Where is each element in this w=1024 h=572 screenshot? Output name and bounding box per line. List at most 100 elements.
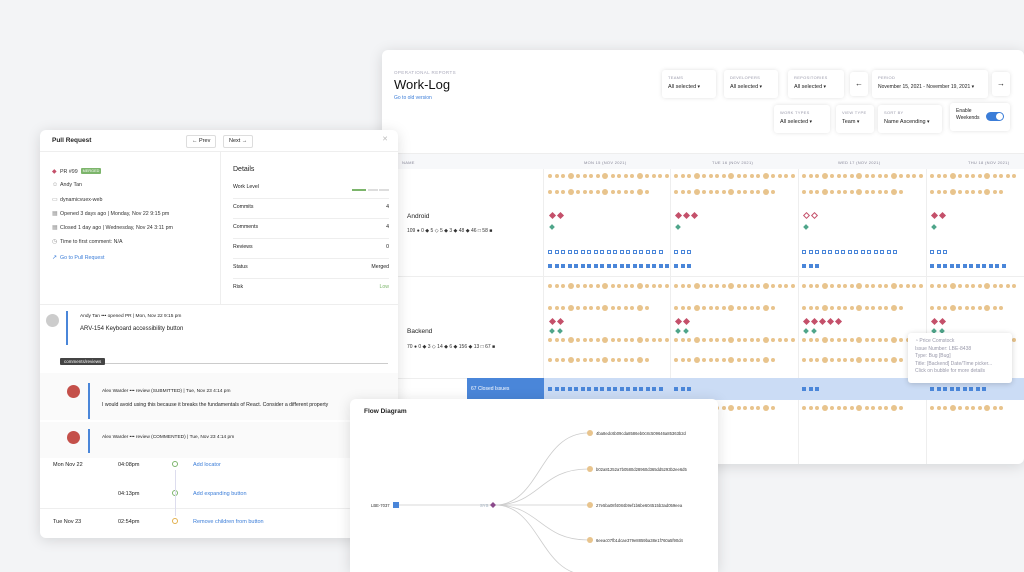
- activity-bubble[interactable]: [808, 358, 813, 362]
- activity-bubble[interactable]: [912, 174, 916, 178]
- goto-pr-link[interactable]: ↗ Go to Pull Request: [52, 254, 104, 261]
- activity-bubble[interactable]: [843, 174, 847, 178]
- activity-bubble[interactable]: [992, 174, 997, 178]
- activity-bubble[interactable]: [815, 338, 819, 342]
- activity-bubble[interactable]: [630, 338, 634, 342]
- activity-square[interactable]: [943, 387, 947, 391]
- timeline-action-link[interactable]: Remove children from button: [193, 519, 264, 525]
- activity-bubble[interactable]: [645, 174, 649, 178]
- activity-bubble[interactable]: [680, 190, 685, 194]
- activity-square[interactable]: [674, 264, 678, 268]
- activity-bubble[interactable]: [992, 306, 997, 310]
- activity-bubble[interactable]: [762, 305, 769, 311]
- activity-bubble[interactable]: [1012, 174, 1016, 178]
- activity-bubble[interactable]: [830, 284, 834, 288]
- activity-bubble[interactable]: [984, 283, 990, 289]
- activity-bubble[interactable]: [708, 284, 713, 288]
- activity-square-outline[interactable]: [652, 250, 656, 254]
- activity-square[interactable]: [975, 387, 980, 391]
- activity-bubble[interactable]: [856, 283, 862, 289]
- activity-bubble[interactable]: [602, 189, 608, 195]
- activity-square[interactable]: [652, 387, 656, 391]
- activity-bubble[interactable]: [721, 406, 726, 410]
- activity-bubble[interactable]: [1012, 284, 1016, 288]
- activity-bubble[interactable]: [561, 358, 565, 362]
- activity-bubble[interactable]: [589, 306, 593, 310]
- activity-bubble[interactable]: [645, 338, 649, 342]
- activity-bubble[interactable]: [743, 174, 747, 178]
- activity-bubble[interactable]: [702, 190, 706, 194]
- activity-bubble[interactable]: [884, 306, 888, 310]
- activity-bubble[interactable]: [554, 358, 559, 362]
- activity-bubble[interactable]: [721, 190, 726, 194]
- activity-bubble[interactable]: [899, 174, 903, 178]
- activity-bubble[interactable]: [964, 284, 969, 288]
- activity-bubble[interactable]: [561, 284, 565, 288]
- activity-bubble[interactable]: [674, 190, 678, 194]
- period-next-button[interactable]: →: [992, 72, 1010, 96]
- activity-bubble[interactable]: [977, 190, 982, 194]
- activity-bubble[interactable]: [856, 173, 862, 179]
- activity-square[interactable]: [626, 387, 630, 391]
- activity-bubble[interactable]: [949, 189, 956, 195]
- activity-square[interactable]: [962, 264, 967, 268]
- activity-bubble[interactable]: [651, 284, 656, 288]
- activity-bubble[interactable]: [871, 306, 875, 310]
- activity-bubble[interactable]: [617, 284, 621, 288]
- activity-bubble[interactable]: [992, 406, 997, 410]
- activity-square[interactable]: [930, 264, 934, 268]
- activity-bubble[interactable]: [877, 174, 882, 178]
- activity-bubble[interactable]: [708, 358, 713, 362]
- activity-bubble[interactable]: [595, 358, 600, 362]
- activity-bubble[interactable]: [576, 338, 580, 342]
- activity-bubble[interactable]: [790, 338, 795, 342]
- activity-bubble[interactable]: [623, 284, 628, 288]
- activity-bubble[interactable]: [802, 174, 806, 178]
- activity-bubble[interactable]: [964, 306, 969, 310]
- selected-row-label[interactable]: 67 Closed Issues: [467, 378, 544, 400]
- activity-bubble[interactable]: [830, 190, 834, 194]
- activity-bubble[interactable]: [630, 174, 634, 178]
- activity-bubble[interactable]: [871, 190, 875, 194]
- activity-bubble[interactable]: [576, 358, 580, 362]
- activity-bubble[interactable]: [728, 305, 734, 311]
- activity-square[interactable]: [956, 264, 960, 268]
- activity-bubble[interactable]: [602, 173, 608, 179]
- activity-bubble[interactable]: [708, 190, 713, 194]
- activity-bubble[interactable]: [610, 284, 615, 288]
- activity-bubble[interactable]: [943, 190, 947, 194]
- activity-bubble[interactable]: [884, 358, 888, 362]
- activity-bubble[interactable]: [890, 189, 897, 195]
- activity-bubble[interactable]: [830, 406, 834, 410]
- activity-bubble[interactable]: [856, 189, 862, 195]
- activity-square[interactable]: [632, 387, 637, 391]
- activity-square[interactable]: [687, 387, 691, 391]
- activity-bubble[interactable]: [771, 306, 775, 310]
- activity-bubble[interactable]: [602, 357, 608, 363]
- activity-bubble[interactable]: [610, 358, 615, 362]
- activity-bubble[interactable]: [554, 306, 559, 310]
- activity-square[interactable]: [639, 387, 643, 391]
- activity-bubble[interactable]: [743, 406, 747, 410]
- activity-square-outline[interactable]: [815, 250, 819, 254]
- activity-bubble[interactable]: [561, 306, 565, 310]
- activity-square[interactable]: [658, 387, 663, 391]
- activity-bubble[interactable]: [708, 338, 713, 342]
- activity-bubble[interactable]: [815, 358, 819, 362]
- activity-bubble[interactable]: [849, 190, 854, 194]
- activity-square-outline[interactable]: [619, 250, 624, 254]
- activity-bubble[interactable]: [715, 358, 719, 362]
- timeline-action-link[interactable]: Add expanding button: [193, 491, 247, 497]
- activity-bubble[interactable]: [871, 358, 875, 362]
- activity-square-outline[interactable]: [930, 250, 934, 254]
- activity-bubble[interactable]: [964, 174, 969, 178]
- activity-bubble[interactable]: [843, 284, 847, 288]
- activity-bubble[interactable]: [999, 190, 1003, 194]
- activity-bubble[interactable]: [977, 406, 982, 410]
- activity-bubble[interactable]: [610, 190, 615, 194]
- activity-bubble[interactable]: [936, 190, 941, 194]
- activity-bubble[interactable]: [890, 305, 897, 311]
- activity-bubble[interactable]: [582, 306, 587, 310]
- activity-square-outline[interactable]: [867, 250, 871, 254]
- activity-bubble[interactable]: [617, 306, 621, 310]
